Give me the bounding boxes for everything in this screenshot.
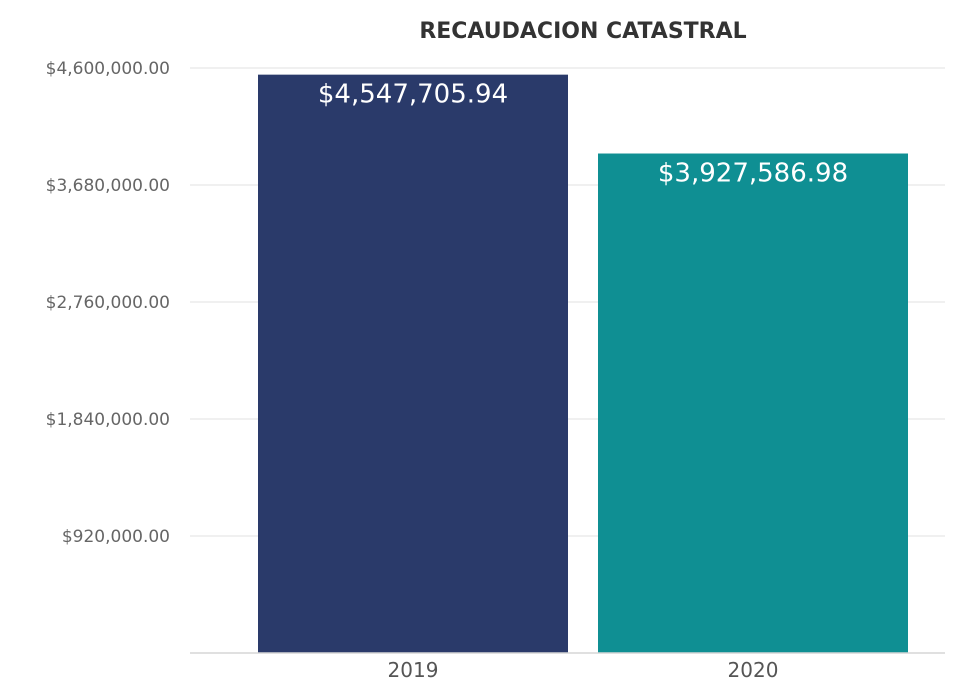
chart-title: RECAUDACION CATASTRAL: [419, 19, 746, 44]
x-tick-label: 2020: [728, 658, 779, 682]
bar: [258, 74, 568, 653]
x-axis-tick-labels: 2019 2020: [388, 658, 779, 682]
y-tick-label: $1,840,000.00: [46, 410, 170, 430]
bar: [598, 153, 908, 653]
bars: [258, 74, 908, 653]
y-tick-label: $920,000.00: [62, 527, 170, 547]
bar-value-labels: $4,547,705.94 $3,927,586.98: [318, 80, 848, 189]
y-tick-label: $2,760,000.00: [46, 293, 170, 313]
bar-value-label: $3,927,586.98: [658, 159, 848, 189]
y-axis-tick-labels: $920,000.00 $1,840,000.00 $2,760,000.00 $3,…: [46, 59, 170, 547]
y-tick-label: $3,680,000.00: [46, 176, 170, 196]
x-tick-label: 2019: [388, 658, 439, 682]
bar-value-label: $4,547,705.94: [318, 80, 508, 110]
y-tick-label: $4,600,000.00: [46, 59, 170, 79]
